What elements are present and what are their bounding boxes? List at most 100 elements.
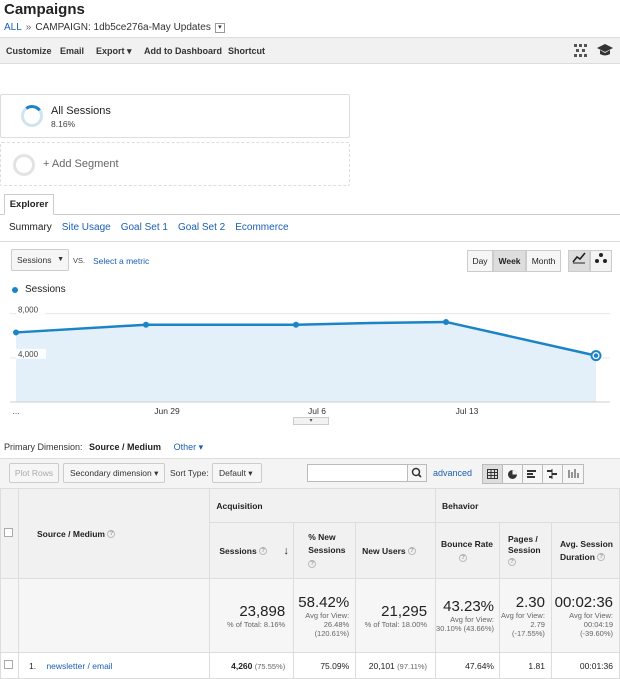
row-new-users-value: 20,101 bbox=[368, 660, 395, 671]
row-new-users: 20,101 (97.11%) bbox=[355, 652, 437, 679]
line-chart-icon[interactable] bbox=[568, 250, 590, 272]
table-row: 1. newsletter / email 4,260 (75.55%) 75.… bbox=[0, 652, 620, 679]
row-new-users-pct: (97.11%) bbox=[397, 661, 428, 671]
header-new-users[interactable]: New Users ? bbox=[355, 522, 437, 579]
row-sessions-pct: (75.55%) bbox=[254, 661, 286, 671]
header-source-medium[interactable]: Source / Medium ? bbox=[17, 488, 211, 579]
performance-bars-icon[interactable] bbox=[523, 465, 543, 483]
help-icon[interactable]: ? bbox=[308, 559, 317, 568]
breadcrumb-separator: » bbox=[25, 22, 32, 33]
y-tick-label-bg bbox=[16, 348, 46, 359]
motion-chart-icon[interactable] bbox=[590, 250, 612, 272]
header-pages-label: Pages / Session bbox=[508, 534, 541, 555]
primary-dimension-label: Primary Dimension: bbox=[4, 442, 83, 452]
help-icon[interactable]: ? bbox=[508, 557, 516, 566]
subtab-ecommerce[interactable]: Ecommerce bbox=[235, 222, 289, 233]
dimension-other-link[interactable]: Other ▾ bbox=[173, 442, 204, 452]
vs-label: VS. bbox=[73, 256, 86, 265]
header-new-users-label: New Users bbox=[362, 545, 406, 556]
period-month-button[interactable]: Month bbox=[526, 250, 561, 272]
x-tick-label: Jul 13 bbox=[456, 406, 479, 416]
row-index: 1. bbox=[28, 660, 37, 671]
select-metric-link[interactable]: Select a metric bbox=[93, 256, 150, 266]
subtab-goal-set-2[interactable]: Goal Set 2 bbox=[177, 222, 226, 233]
row-sessions: 4,260 (75.55%) bbox=[209, 652, 295, 679]
segment-ring-fill bbox=[19, 103, 45, 129]
add-segment-label: + Add Segment bbox=[43, 158, 119, 170]
row-checkbox[interactable] bbox=[4, 660, 13, 669]
add-segment-box[interactable]: + Add Segment bbox=[0, 142, 350, 186]
email-button[interactable]: Email bbox=[60, 46, 85, 56]
chart-panel bbox=[0, 241, 620, 426]
pie-chart-icon[interactable] bbox=[503, 465, 523, 483]
header-pct-new-sessions[interactable]: % New Sessions ? bbox=[293, 522, 357, 579]
help-icon[interactable]: ? bbox=[459, 554, 468, 563]
help-icon[interactable]: ? bbox=[408, 547, 417, 556]
advanced-filter-link[interactable]: advanced bbox=[433, 468, 473, 478]
row-source-link[interactable]: newsletter / email bbox=[46, 660, 113, 671]
total-pct-new-value: 58.42% bbox=[298, 593, 350, 611]
data-table-icon[interactable] bbox=[483, 465, 503, 483]
subtab-goal-set-1[interactable]: Goal Set 1 bbox=[120, 222, 168, 233]
group-acquisition: Acquisition bbox=[209, 488, 437, 523]
row-pct-new: 75.09% bbox=[293, 652, 357, 679]
metric-select-label: Sessions bbox=[17, 255, 52, 265]
total-bounce-sub: Avg for View: 30.10% (43.66%) bbox=[436, 615, 494, 633]
header-pages-session[interactable]: Pages / Session ? bbox=[499, 522, 552, 579]
secondary-dimension-select[interactable]: Secondary dimension ▾ bbox=[63, 463, 165, 483]
comparison-icon[interactable] bbox=[543, 465, 563, 483]
sessions-line bbox=[15, 320, 597, 357]
tabs-divider bbox=[0, 214, 620, 215]
y-tick-label-bg bbox=[16, 304, 46, 315]
y-tick-label: 8,000 bbox=[18, 306, 39, 315]
help-icon[interactable]: ? bbox=[597, 553, 606, 562]
search-icon[interactable] bbox=[407, 464, 427, 482]
header-duration-label: Avg. Session Duration bbox=[559, 538, 614, 562]
help-icon[interactable]: ? bbox=[259, 547, 268, 556]
customize-button[interactable]: Customize bbox=[6, 46, 52, 56]
segment-ring-icon bbox=[21, 105, 43, 127]
subtab-site-usage[interactable]: Site Usage bbox=[61, 222, 111, 233]
campaign-dropdown-button[interactable]: ▾ bbox=[214, 22, 225, 33]
help-icon[interactable]: ? bbox=[107, 530, 116, 539]
header-avg-duration[interactable]: Avg. Session Duration ? bbox=[550, 522, 620, 579]
tab-explorer[interactable]: Explorer bbox=[4, 194, 54, 215]
segment-name: All Sessions bbox=[51, 105, 111, 117]
sampling-icon[interactable] bbox=[574, 44, 588, 58]
header-bounce-rate[interactable]: Bounce Rate ? bbox=[435, 522, 500, 579]
sessions-line-chart: 8,000 4,000... Jun 29 Jul 6 Jul 13 bbox=[10, 304, 610, 416]
sessions-point-inner bbox=[593, 353, 599, 358]
plot-rows-button[interactable]: Plot Rows bbox=[9, 463, 59, 483]
metric-select[interactable]: Sessions ▼ bbox=[11, 249, 69, 271]
report-toolbar: Customize Email Export ▾ Add to Dashboar… bbox=[0, 37, 620, 64]
sort-type-select[interactable]: Default ▾ bbox=[212, 463, 262, 483]
total-bounce: 43.23% Avg for View: 30.10% (43.66%) bbox=[435, 578, 500, 653]
total-sessions-value: 23,898 bbox=[239, 602, 286, 620]
sessions-point bbox=[443, 318, 449, 325]
chevron-down-icon: ▼ bbox=[57, 256, 64, 263]
select-all-checkbox[interactable] bbox=[4, 528, 13, 537]
totals-spacer bbox=[0, 578, 19, 653]
breadcrumb-all-link[interactable]: ALL bbox=[4, 22, 22, 33]
group-behavior: Behavior bbox=[435, 488, 620, 523]
shortcut-button[interactable]: Shortcut bbox=[228, 46, 265, 56]
segment-all-sessions[interactable]: All Sessions 8.16% bbox=[0, 94, 350, 138]
dimension-source-medium[interactable]: Source / Medium bbox=[89, 442, 162, 452]
subtab-summary[interactable]: Summary bbox=[9, 222, 52, 233]
add-to-dashboard-button[interactable]: Add to Dashboard bbox=[144, 46, 222, 56]
sessions-point bbox=[13, 329, 19, 336]
select-all-cell bbox=[0, 488, 19, 579]
row-sessions-value: 4,260 bbox=[231, 660, 253, 671]
export-button[interactable]: Export ▾ bbox=[96, 46, 132, 56]
header-sessions-label: Sessions bbox=[219, 545, 257, 556]
table-search-input[interactable] bbox=[307, 464, 408, 482]
education-cap-icon[interactable] bbox=[597, 43, 613, 57]
chart-resize-handle[interactable]: ▾ bbox=[293, 417, 329, 425]
period-week-button[interactable]: Week bbox=[493, 250, 526, 272]
explorer-subtabs: Summary Site Usage Goal Set 1 Goal Set 2… bbox=[9, 222, 299, 233]
period-day-button[interactable]: Day bbox=[467, 250, 493, 272]
sessions-point bbox=[143, 321, 149, 328]
header-pct-new-label: % New Sessions bbox=[308, 532, 346, 555]
term-cloud-icon[interactable] bbox=[563, 465, 583, 483]
header-sessions[interactable]: Sessions ? ↓ bbox=[209, 522, 295, 579]
